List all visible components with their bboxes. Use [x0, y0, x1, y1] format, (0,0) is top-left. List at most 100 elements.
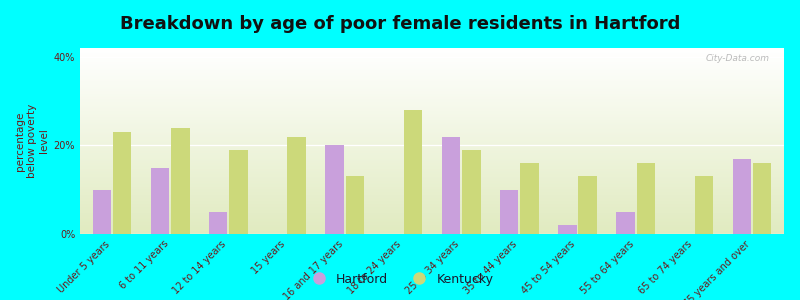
Bar	[80, 155, 784, 156]
Bar	[80, 117, 784, 118]
Bar	[578, 176, 597, 234]
Bar	[80, 69, 784, 70]
Bar	[80, 141, 784, 142]
Bar	[80, 95, 784, 96]
Bar	[80, 150, 784, 151]
Bar	[80, 91, 784, 92]
Bar	[80, 191, 784, 192]
Bar	[80, 48, 784, 49]
Bar	[80, 229, 784, 230]
Bar	[80, 175, 784, 176]
Bar	[80, 110, 784, 111]
Bar	[80, 98, 784, 99]
Bar	[80, 162, 784, 163]
Bar	[694, 176, 714, 234]
Bar	[80, 193, 784, 194]
Bar	[80, 153, 784, 154]
Bar	[80, 56, 784, 57]
Bar	[80, 124, 784, 125]
Bar	[80, 212, 784, 213]
Bar	[80, 157, 784, 158]
Bar	[80, 97, 784, 98]
Bar	[80, 173, 784, 175]
Bar	[80, 202, 784, 203]
Bar	[442, 136, 460, 234]
Bar	[80, 207, 784, 208]
Bar	[80, 70, 784, 71]
Bar	[80, 51, 784, 52]
Bar	[80, 142, 784, 143]
Bar	[80, 88, 784, 89]
Bar	[80, 52, 784, 53]
Bar	[637, 163, 655, 234]
Bar	[404, 110, 422, 234]
Bar	[80, 166, 784, 167]
Bar	[80, 188, 784, 189]
Bar	[80, 223, 784, 224]
Bar	[80, 190, 784, 191]
Bar	[80, 68, 784, 69]
Bar	[80, 145, 784, 146]
Bar	[80, 213, 784, 214]
Bar	[80, 54, 784, 55]
Bar	[80, 200, 784, 202]
Bar	[80, 159, 784, 160]
Bar	[80, 67, 784, 68]
Bar	[80, 72, 784, 73]
Bar	[80, 149, 784, 150]
Legend: Hartford, Kentucky: Hartford, Kentucky	[301, 268, 499, 291]
Bar	[80, 60, 784, 61]
Bar	[80, 83, 784, 84]
Bar	[80, 216, 784, 217]
Bar	[80, 231, 784, 232]
Bar	[80, 99, 784, 100]
Bar	[80, 127, 784, 128]
Bar	[80, 112, 784, 113]
Bar	[80, 55, 784, 56]
Bar	[80, 189, 784, 190]
Bar	[80, 103, 784, 104]
Bar	[80, 185, 784, 186]
Bar	[80, 165, 784, 166]
Bar	[80, 50, 784, 51]
Bar	[80, 89, 784, 90]
Bar	[616, 212, 634, 234]
Bar	[80, 199, 784, 200]
Bar	[80, 164, 784, 165]
Bar	[80, 158, 784, 159]
Bar	[80, 133, 784, 134]
Bar	[80, 168, 784, 169]
Bar	[287, 136, 306, 234]
Bar	[80, 76, 784, 77]
Bar	[80, 181, 784, 182]
Bar	[80, 57, 784, 58]
Bar	[80, 230, 784, 231]
Bar	[80, 78, 784, 79]
Bar	[209, 212, 227, 234]
Bar	[80, 105, 784, 106]
Bar	[80, 49, 784, 50]
Bar	[80, 197, 784, 198]
Bar	[80, 146, 784, 147]
Bar	[80, 100, 784, 101]
Bar	[80, 102, 784, 103]
Bar	[80, 147, 784, 148]
Bar	[80, 192, 784, 193]
Bar	[80, 167, 784, 168]
Bar	[80, 222, 784, 223]
Bar	[80, 203, 784, 204]
Bar	[80, 160, 784, 161]
Bar	[80, 119, 784, 120]
Bar	[80, 204, 784, 205]
Bar	[80, 228, 784, 229]
Bar	[80, 104, 784, 105]
Bar	[80, 122, 784, 123]
Bar	[80, 101, 784, 102]
Bar	[80, 227, 784, 228]
Bar	[80, 84, 784, 85]
Bar	[171, 128, 190, 234]
Bar	[80, 109, 784, 110]
Bar	[80, 128, 784, 129]
Bar	[80, 107, 784, 109]
Bar	[80, 195, 784, 196]
